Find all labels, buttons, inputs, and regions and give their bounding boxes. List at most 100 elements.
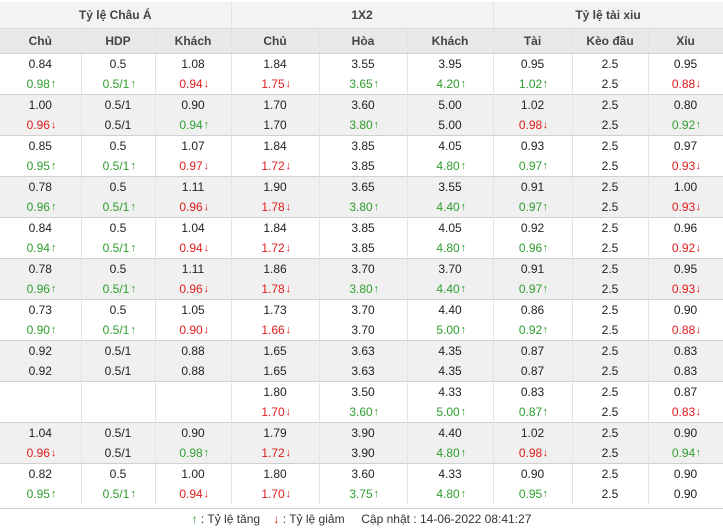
odds-value: 0.93	[671, 200, 696, 214]
odds-value: 2.5	[601, 77, 619, 91]
odds-value: 3.80	[349, 118, 373, 132]
odds-cell-over: 0.83	[493, 381, 573, 402]
odds-cell-1x2-home: 1.79	[231, 422, 320, 443]
odds-value: 0.87	[673, 385, 698, 399]
odds-value: 2.5	[601, 118, 619, 132]
odds-cell-home: 0.95 ↑	[0, 484, 82, 504]
odds-value: 0.90	[181, 426, 205, 440]
odds-cell-1x2-away: 4.05	[407, 217, 494, 238]
odds-value: 0.91	[520, 180, 545, 194]
odds-cell-home: 0.96 ↑	[0, 197, 82, 218]
odds-value: 2.5	[601, 159, 619, 173]
legend-up-label: : Tỷ lệ tăng	[200, 512, 261, 526]
odds-value: 0.95	[673, 262, 698, 276]
odds-value: 2.5	[601, 446, 619, 460]
odds-cell-1x2-away: 3.70	[407, 258, 494, 279]
arrow-down-icon: ↓	[51, 119, 57, 131]
arrow-up-icon: ↑	[695, 447, 702, 459]
col-header-home: Chủ	[0, 28, 82, 54]
odds-value: 4.40	[438, 426, 462, 440]
odds-value: 5.00	[438, 98, 462, 112]
arrow-up-icon: ↑	[542, 242, 549, 254]
odds-value: 1.78	[261, 200, 285, 214]
odds-value: 0.78	[28, 262, 52, 276]
odds-cell-1x2-away: 3.95	[407, 53, 494, 74]
arrow-up-icon: ↑	[460, 406, 467, 418]
group-header-1x2: 1X2	[231, 2, 494, 29]
group-header-asian: Tỷ lệ Châu Á	[0, 2, 232, 29]
arrow-up-icon: ↑	[203, 119, 210, 131]
odds-cell-under: 0.83	[648, 340, 723, 361]
odds-cell-under: 0.93 ↓	[648, 156, 723, 177]
odds-value: 5.00	[436, 405, 460, 419]
odds-value: 0.5	[109, 467, 127, 481]
odds-cell-over: 1.02 ↑	[493, 74, 573, 95]
odds-cell-over: 0.91	[493, 258, 573, 279]
odds-value: 3.90	[351, 426, 375, 440]
arrow-up-icon: ↑	[130, 324, 137, 336]
odds-cell-home: 0.85	[0, 135, 82, 156]
odds-value: 2.5	[601, 221, 619, 235]
odds-value: 4.35	[438, 344, 462, 358]
odds-cell-draw: 3.50	[319, 381, 408, 402]
odds-cell-under: 0.97	[648, 135, 723, 156]
arrow-down-icon: ↓	[51, 447, 57, 459]
odds-cell-1x2-away: 4.40 ↑	[407, 197, 494, 218]
odds-cell-over: 0.92 ↑	[493, 320, 573, 341]
odds-value: 0.87	[520, 364, 545, 378]
arrow-up-icon: ↑	[130, 283, 137, 295]
odds-cell-1x2-home: 1.80	[231, 381, 320, 402]
odds-cell-over: 0.95 ↑	[493, 484, 573, 504]
table-row: 0.94 ↑ 0.5/1 ↑ 0.94 ↓ 1.72 ↓ 3.85 4.80 ↑ 0.96 ↑ 2.5 0.…	[0, 238, 723, 259]
arrow-down-icon: ↓	[203, 242, 210, 254]
odds-value: 0.96	[26, 446, 50, 460]
odds-value: 0.92	[28, 344, 52, 358]
odds-value: 0.92	[520, 221, 545, 235]
odds-cell-1x2-home: 1.65	[231, 340, 320, 361]
odds-cell-draw: 3.60 ↑	[319, 402, 408, 423]
odds-cell-1x2-away: 4.80 ↑	[407, 238, 494, 259]
odds-value: 0.96	[179, 282, 203, 296]
table-row: 0.95 ↑ 0.5/1 ↑ 0.97 ↓ 1.72 ↓ 3.85 4.80 ↑ 0.97 ↑ 2.5 0.…	[0, 156, 723, 177]
arrow-down-icon: ↓	[695, 201, 702, 213]
odds-value: 2.5	[601, 364, 619, 378]
table-row: 0.78 0.5 1.11 1.90 3.65 3.55 0.91 2.5 1.00	[0, 176, 723, 197]
odds-value: 2.5	[601, 467, 619, 481]
odds-cell-away: 1.04	[155, 217, 232, 238]
odds-cell-over: 0.87	[493, 361, 573, 382]
odds-cell-under: 0.88 ↓	[648, 320, 723, 341]
odds-value: 2.5	[601, 200, 619, 214]
odds-value: 3.63	[351, 344, 375, 358]
odds-cell-1x2-away: 4.33	[407, 463, 494, 484]
odds-cell-hdp: 0.5	[81, 176, 156, 197]
arrow-up-icon: ↑	[542, 488, 549, 500]
odds-value: 2.5	[601, 282, 619, 296]
odds-value: 0.83	[673, 364, 698, 378]
odds-cell-1x2-home: 1.75 ↓	[231, 74, 320, 95]
odds-value: 1.07	[181, 139, 205, 153]
odds-value: 4.05	[438, 139, 462, 153]
odds-cell-hdp: 0.5	[81, 135, 156, 156]
col-header-away: Khách	[155, 28, 232, 54]
odds-value: 0.96	[179, 200, 203, 214]
table-row: 0.95 ↑ 0.5/1 ↑ 0.94 ↓ 1.70 ↓ 3.75 ↑ 4.80 ↑ 0.95 ↑ 2.5 0…	[0, 484, 723, 504]
odds-cell-under: 0.94 ↑	[648, 443, 723, 464]
odds-value: 0.78	[28, 180, 52, 194]
odds-value: 0.97	[518, 159, 543, 173]
arrow-up-icon: ↑	[373, 488, 380, 500]
odds-value: 0.90	[673, 487, 698, 501]
odds-cell-over: 0.92	[493, 217, 573, 238]
odds-value: 0.5	[109, 221, 127, 235]
odds-cell-hdp: 0.5/1	[81, 422, 156, 443]
odds-value: 0.5	[109, 180, 127, 194]
odds-value: 3.80	[349, 282, 373, 296]
odds-value: 0.5/1	[104, 426, 132, 440]
odds-cell-1x2-away: 5.00 ↑	[407, 320, 494, 341]
odds-value: 0.5/1	[104, 344, 132, 358]
odds-value: 2.5	[601, 385, 619, 399]
odds-cell-away: 0.94 ↓	[155, 74, 232, 95]
odds-value: 0.94	[671, 446, 696, 460]
odds-cell-1x2-away: 4.05	[407, 135, 494, 156]
odds-cell-draw: 3.70	[319, 258, 408, 279]
odds-value: 3.85	[351, 159, 375, 173]
